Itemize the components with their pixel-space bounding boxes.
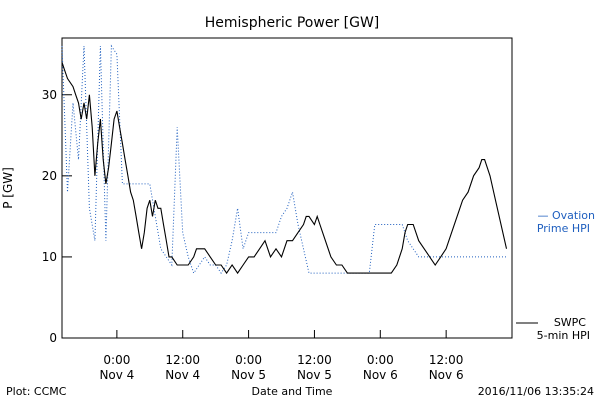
legend-ovation-line1: — Ovation [538,209,596,222]
x-tick-date-label: Nov 6 [363,368,398,382]
x-tick-date-label: Nov 4 [165,368,200,382]
x-tick-date-label: Nov 6 [429,368,464,382]
x-tick-time-label: 12:00 [165,353,200,367]
x-tick-date-label: Nov 5 [231,368,266,382]
y-tick-label: 30 [42,88,57,102]
x-tick-date-label: Nov 4 [99,368,134,382]
x-axis-label: Date and Time [252,385,333,398]
x-tick-date-label: Nov 5 [297,368,332,382]
legend-swpc-line1: SWPC [554,316,586,329]
chart-title: Hemispheric Power [GW] [205,15,380,31]
y-tick-label: 20 [42,169,57,183]
x-tick-time-label: 0:00 [103,353,130,367]
legend-swpc-line2: 5-min HPI [537,329,590,342]
y-tick-label: 0 [49,331,57,345]
y-tick-label: 10 [42,250,57,264]
x-tick-time-label: 0:00 [235,353,262,367]
y-axis-label: P [GW] [1,167,15,209]
plot-frame [61,37,513,339]
footer-right: 2016/11/06 13:35:24 [478,385,594,398]
legend-ovation-line2: Prime HPI [537,222,590,235]
x-tick-time-label: 12:00 [429,353,464,367]
y-axis: 0 10 20 30 [42,88,72,345]
x-tick-time-label: 12:00 [297,353,332,367]
x-tick-time-label: 0:00 [367,353,394,367]
series-line-swpc-hpi [61,62,508,275]
series-line-ovation-prime-hpi [61,44,507,275]
footer-left: Plot: CCMC [6,385,67,398]
